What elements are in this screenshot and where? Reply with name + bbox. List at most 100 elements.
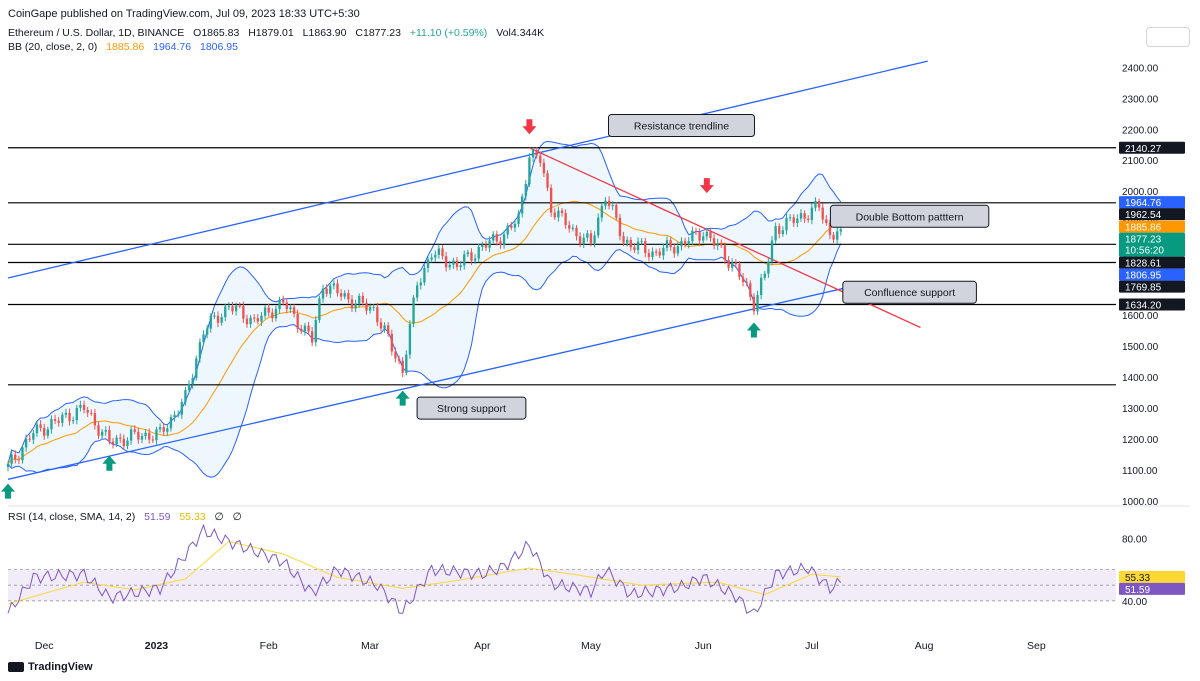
candle-body (553, 212, 556, 218)
ohlc-low: L1863.90 (302, 27, 347, 39)
candle-body (289, 307, 292, 310)
candle-body (361, 295, 365, 303)
y-tick-label: 1500.00 (1122, 342, 1159, 353)
footer-brand: TradingView (28, 661, 93, 673)
candle-body (734, 262, 737, 265)
candle-body (665, 240, 669, 248)
y-tick-label: 2300.00 (1122, 94, 1159, 105)
candle-body (510, 225, 513, 228)
x-tick-label: 2023 (145, 640, 169, 652)
candle-body (415, 285, 419, 298)
candle-body (108, 429, 111, 442)
candle-body (274, 309, 278, 319)
candle-body (90, 412, 93, 414)
candle-body (426, 259, 430, 269)
candle-body (669, 240, 672, 248)
candle-body (839, 229, 842, 232)
candle-body (437, 248, 441, 255)
candle-body (97, 425, 100, 436)
candle-body (184, 390, 187, 403)
y-tick-label: 1200.00 (1122, 435, 1159, 446)
rsi-extra-1: ∅ (214, 511, 224, 523)
candle-body (187, 384, 191, 391)
rsi-label-bg (1119, 570, 1185, 583)
candle-body (213, 315, 216, 317)
candle-body (162, 427, 165, 432)
candle-body (470, 252, 473, 261)
arrow-up-marker-5 (1, 483, 15, 499)
price-label-text: 1828.61 (1125, 259, 1162, 270)
candle-body (238, 305, 241, 307)
candle-body (499, 241, 502, 246)
symbol-title[interactable]: Ethereum / U.S. Dollar, 1D, BINANCE (8, 27, 185, 39)
candle-body (71, 420, 75, 422)
candle-body (253, 317, 256, 319)
candle-body (687, 241, 690, 245)
candle-body (368, 307, 372, 311)
candle-body (180, 402, 183, 415)
annotation-3: Strong support (416, 396, 527, 420)
candle-body (376, 307, 379, 323)
x-tick-label: Jun (695, 640, 712, 652)
candle-body (231, 306, 234, 312)
candle-body (115, 437, 118, 445)
candle-body (234, 305, 238, 312)
trendline-lower-channel (7, 285, 856, 480)
price-label-text: 2140.27 (1125, 144, 1162, 155)
candle-body (144, 432, 147, 437)
candle-body (680, 240, 683, 247)
candle-body (166, 428, 169, 432)
candle-body (528, 157, 531, 184)
candle-body (810, 207, 814, 220)
price-label-6: 1806.95 (1119, 268, 1185, 282)
candle-body (712, 238, 716, 246)
candle-body (347, 293, 350, 300)
annotation-1: Double Bottom patttern (829, 204, 990, 228)
price-label-bg (1119, 196, 1185, 209)
candle-body (770, 240, 774, 262)
candle-body (21, 447, 24, 461)
candle-body (633, 247, 636, 251)
candle-body (452, 260, 455, 265)
candle-body (832, 234, 835, 240)
candle-body (549, 187, 553, 213)
tradingview-logo[interactable]: TradingView (8, 661, 93, 673)
candle-body (821, 207, 824, 220)
candle-body (814, 201, 817, 208)
candle-body (111, 441, 115, 445)
candle-body (79, 404, 82, 408)
annotation-box (829, 204, 990, 228)
candle-body (662, 247, 665, 256)
candle-body (720, 243, 723, 246)
candle-body (463, 254, 466, 266)
price-label-text: 1634.20 (1125, 301, 1162, 312)
candle-body (137, 431, 140, 440)
candle-body (607, 200, 611, 206)
candle-body (292, 307, 296, 314)
trendline-upper-channel (7, 60, 928, 279)
candle-body (799, 213, 803, 219)
candle-body (64, 412, 68, 415)
candle-body (611, 205, 614, 207)
candle-body (557, 210, 560, 218)
candle-body (61, 414, 64, 423)
bb-label[interactable]: BB (20, close, 2, 0) (8, 41, 98, 53)
candle-body (502, 234, 506, 246)
rsi-label[interactable]: RSI (14, close, SMA, 14, 2) (8, 511, 136, 523)
candle-body (24, 438, 28, 448)
ohlc-open: O1865.83 (193, 27, 240, 39)
candle-body (506, 225, 509, 235)
candle-body (568, 225, 571, 229)
tv-logo-icon (8, 662, 24, 672)
candle-body (756, 295, 759, 312)
arrow-down-marker-1 (699, 178, 714, 194)
candle-body (191, 377, 194, 385)
chart-menu-button[interactable] (1146, 27, 1190, 47)
candle-body (75, 407, 78, 421)
candle-body (803, 213, 806, 219)
candle-body (43, 427, 46, 436)
y-tick-label: 1100.00 (1122, 466, 1158, 477)
y-tick-label: 1600.00 (1122, 311, 1159, 322)
x-tick-label: May (581, 640, 602, 652)
